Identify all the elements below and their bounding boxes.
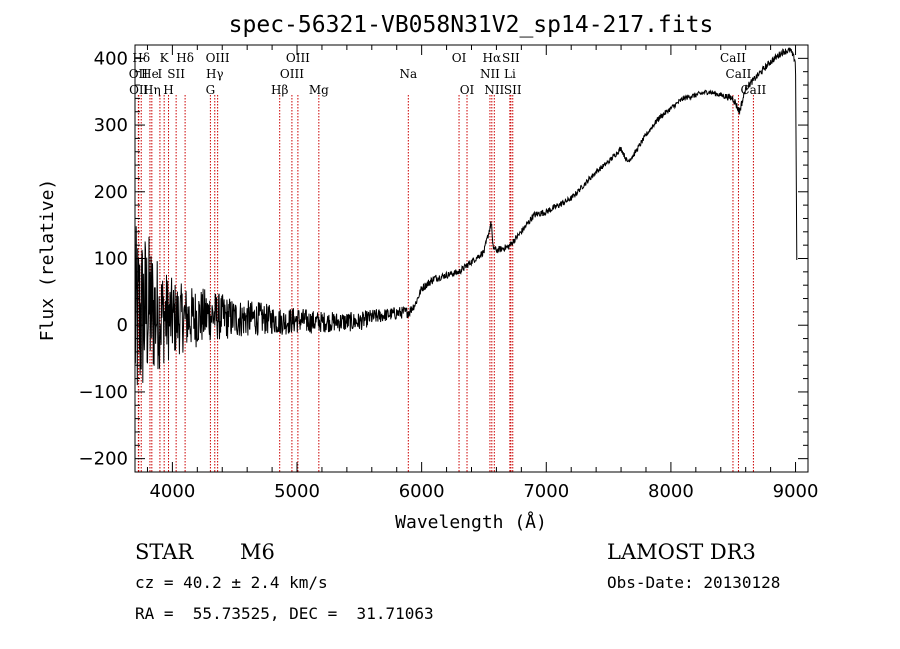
flux-series-line — [134, 47, 798, 386]
spectral-line-label: Li — [504, 67, 516, 81]
spectral-line-label: K — [160, 51, 170, 65]
spectral-line-label: SII — [504, 83, 522, 97]
spectral-line-label: OII — [129, 83, 149, 97]
spectral-line-label: CaII — [740, 83, 766, 97]
spectral-line-label: Hη — [143, 83, 161, 97]
spectral-line-label: He — [141, 67, 159, 81]
x-tick-label: 8000 — [648, 481, 694, 502]
x-tick-label: 5000 — [274, 481, 320, 502]
x-tick-label: 4000 — [149, 481, 195, 502]
spectral-line-label: SII — [167, 67, 185, 81]
y-tick-label: 200 — [94, 182, 128, 203]
spectral-line-label: I — [158, 67, 163, 81]
y-tick-label: −100 — [79, 382, 128, 403]
y-tick-label: −200 — [79, 449, 128, 470]
plot-frame — [134, 44, 809, 473]
spectral-line-label: CaII — [720, 51, 746, 65]
spectral-line-label: NII — [484, 83, 504, 97]
spectral-line-label: Mg — [309, 83, 329, 97]
redshift-value: cz = 40.2 ± 2.4 km/s — [135, 573, 328, 592]
spectral-line-label: Na — [399, 67, 417, 81]
x-axis: 4000 5000 6000 7000 8000 9000 — [146, 45, 819, 502]
y-tick-label: 300 — [94, 115, 128, 136]
y-axis-label: Flux (relative) — [37, 179, 58, 342]
spectral-line-label: Hα — [483, 51, 502, 65]
spectral-line-label: OI — [460, 83, 475, 97]
object-type: STAR — [135, 540, 194, 564]
spectral-line-label: OII — [129, 67, 149, 81]
spectral-line-label: OIII — [206, 51, 230, 65]
spectral-line-label: OIII — [280, 67, 304, 81]
spectral-line-label: Hβ — [271, 83, 288, 97]
x-tick-label: 7000 — [523, 481, 569, 502]
coordinates: RA = 55.73525, DEC = 31.71063 — [135, 604, 434, 623]
x-tick-label: 9000 — [773, 481, 819, 502]
spectral-line-label: CaII — [726, 67, 752, 81]
y-tick-label: 400 — [94, 48, 128, 69]
spectral-line-label: OI — [452, 51, 467, 65]
y-tick-label: 0 — [117, 315, 128, 336]
x-tick-label: 6000 — [399, 481, 445, 502]
spectral-line-label: NII — [480, 67, 500, 81]
observation-date: Obs-Date: 20130128 — [607, 573, 781, 592]
object-subclass: M6 — [240, 540, 275, 564]
spectral-line-label: OIII — [286, 51, 310, 65]
chart-title: spec-56321-VB058N31V2_sp14-217.fits — [229, 12, 714, 38]
spectral-line-label: Hδ — [176, 51, 194, 65]
spectral-line-label: SII — [502, 51, 520, 65]
spectral-line-label: H — [163, 83, 173, 97]
survey-name: LAMOST DR3 — [607, 540, 756, 564]
spectral-line-label: G — [206, 83, 216, 97]
x-axis-label: Wavelength (Å) — [395, 511, 547, 533]
y-tick-label: 100 — [94, 249, 128, 270]
spectral-line-label: Hγ — [206, 67, 224, 81]
y-axis: −200 −100 0 100 200 300 400 — [79, 48, 808, 470]
